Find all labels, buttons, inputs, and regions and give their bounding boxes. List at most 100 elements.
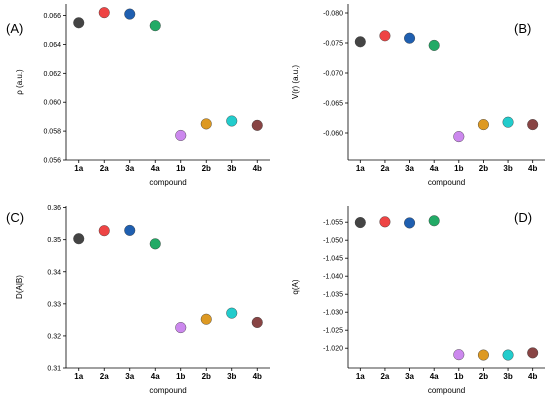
x-tick-label: 3a [405,164,414,173]
y-tick-label: -1.030 [323,310,343,317]
data-point-1b [453,349,465,361]
data-point-4b [251,316,263,328]
panel-label: (C) [6,210,24,225]
x-tick-label: 4b [253,372,262,381]
y-tick-label: -1.055 [323,220,343,227]
data-point-2b [200,118,212,130]
x-tick-label: 3b [503,372,512,381]
y-tick-label: 0.31 [47,366,61,373]
x-tick-label: 3b [227,372,236,381]
y-tick-label: -0.065 [323,101,343,108]
y-tick-label: 0.32 [47,333,61,340]
data-point-1a [354,217,366,229]
x-tick-label: 3a [405,372,414,381]
x-tick-label: 2b [202,164,211,173]
panel-a: (A) 0.056 0.058 0.060 0.062 0.064 0.066 ρ (a.u.… [6,4,270,187]
x-tick-label: 1a [74,372,83,381]
x-tick-label: 1a [74,164,83,173]
y-tick-label: 0.058 [43,129,61,136]
y-axis-title: V(r) (a.u.) [291,65,300,100]
x-tick-label: 2b [202,372,211,381]
y-tick-label: -1.050 [323,238,343,245]
y-tick-label: 0.36 [47,205,61,212]
y-tick-label: 0.33 [47,301,61,308]
data-point-4a [428,39,440,51]
y-tick-label: -0.060 [323,131,343,138]
y-axis-title: D(A|B) [15,275,24,299]
x-tick-label: 4a [151,164,160,173]
x-tick-label: 2b [479,372,488,381]
y-tick-label: -1.020 [323,346,343,353]
y-tick-label: 0.056 [43,158,61,165]
x-tick-label: 2a [100,164,109,173]
x-axis-title: compound [428,386,465,395]
x-tick-label: 3b [503,164,512,173]
x-tick-label: 4a [430,372,439,381]
x-tick-label: 2b [479,164,488,173]
panel-label: (B) [514,21,531,36]
data-point-2b [200,313,212,325]
x-axis-title: compound [149,386,186,395]
y-tick-label: -1.035 [323,292,343,299]
y-tick-label: -0.075 [323,41,343,48]
data-point-2a [98,7,110,19]
x-tick-label: 3a [125,164,134,173]
x-tick-label: 1a [356,372,365,381]
x-tick-label: 3a [125,372,134,381]
data-point-4a [149,238,161,250]
y-tick-label: 0.34 [47,269,61,276]
data-point-3b [226,307,238,319]
x-axis-title: compound [428,178,465,187]
data-point-4a [149,20,161,32]
y-tick-label: -1.040 [323,274,343,281]
data-point-3a [404,32,416,44]
x-tick-label: 4a [430,164,439,173]
data-point-1a [73,17,85,29]
panel-label: (A) [6,21,23,36]
data-point-1a [73,233,85,245]
x-tick-label: 4b [528,372,537,381]
data-point-3b [226,115,238,127]
data-point-2a [379,30,391,42]
y-axis-title: q(A) [291,279,300,294]
panel-d: (D) -1.055 -1.050 -1.045 -1.040 -1.035 -1.030 -… [291,206,545,395]
x-tick-label: 2a [380,372,389,381]
data-point-1b [453,131,465,143]
y-axis-title: ρ (a.u.) [15,69,24,95]
data-point-1b [175,129,187,141]
data-point-3b [502,349,514,361]
data-point-1a [354,36,366,48]
x-tick-label: 2a [380,164,389,173]
data-point-3a [124,224,136,236]
y-tick-label: -0.080 [323,11,343,18]
data-point-2b [477,349,489,361]
data-point-2b [477,119,489,131]
panel-label: (D) [514,210,532,225]
data-point-1b [175,322,187,334]
panel-b: (B) -0.080 -0.075 -0.070 -0.065 -0.060 V(r) (a… [291,4,545,187]
data-point-3a [124,8,136,20]
data-point-4b [527,347,539,359]
y-tick-label: 0.062 [43,71,61,78]
x-tick-label: 2a [100,372,109,381]
data-point-4b [527,119,539,131]
data-point-4b [251,119,263,131]
data-point-3a [404,217,416,229]
y-tick-label: -1.025 [323,328,343,335]
y-tick-label: 0.35 [47,237,61,244]
y-tick-label: 0.060 [43,100,61,107]
data-point-3b [502,116,514,128]
y-tick-label: -0.070 [323,71,343,78]
y-tick-label: -1.045 [323,256,343,263]
x-tick-label: 1b [176,372,185,381]
x-tick-label: 4b [528,164,537,173]
x-tick-label: 4a [151,372,160,381]
x-tick-label: 4b [253,164,262,173]
y-tick-label: 0.064 [43,42,61,49]
data-point-2a [98,225,110,237]
x-tick-label: 1b [454,164,463,173]
x-tick-label: 1b [176,164,185,173]
x-tick-label: 1b [454,372,463,381]
data-point-4a [428,215,440,227]
